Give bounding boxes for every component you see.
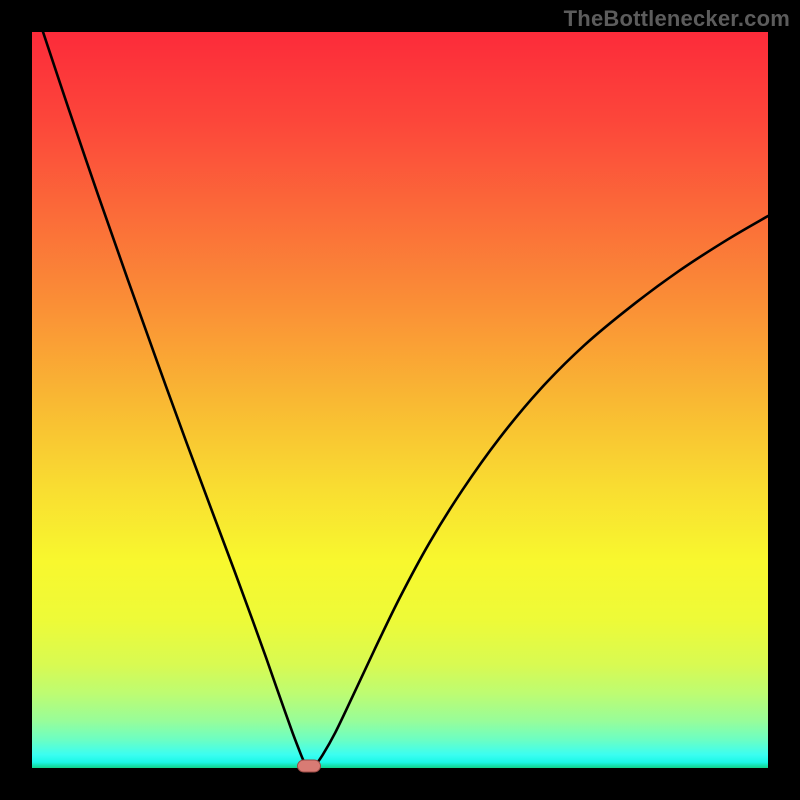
chart-frame: TheBottlenecker.com [0, 0, 800, 800]
optimal-point-marker [297, 759, 321, 772]
plot-area [32, 32, 768, 768]
bottleneck-curve [32, 32, 768, 768]
watermark-text: TheBottlenecker.com [564, 6, 790, 32]
